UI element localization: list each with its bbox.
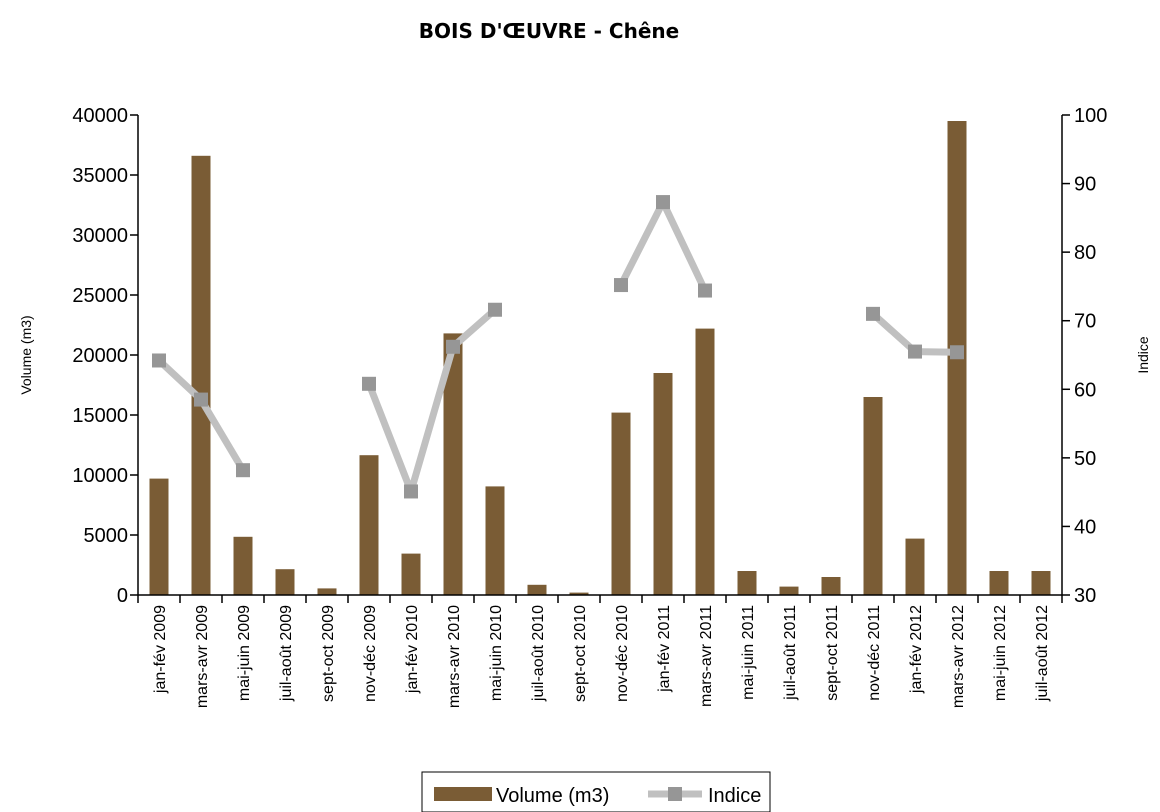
x-tick-label: jan-fév 2010 <box>404 605 421 694</box>
y2-tick-label: 50 <box>1074 448 1096 470</box>
plot-area: 0 5000 10000 15000 20000 25000 30000 35000 40000… <box>72 105 1107 708</box>
y2-tick-label: 40 <box>1074 516 1096 538</box>
y2-tick-label: 30 <box>1074 585 1096 607</box>
y2-tick-label: 100 <box>1074 105 1107 127</box>
marker-indice <box>446 339 460 354</box>
y-tick-label: 15000 <box>72 405 128 427</box>
x-tick-label: juil-août 2009 <box>278 605 295 702</box>
y-tick-label: 30000 <box>72 225 128 247</box>
marker-indice <box>908 344 922 359</box>
x-tick-label: sept-oct 2011 <box>824 605 841 701</box>
x-tick-label: jan-fév 2011 <box>656 605 673 693</box>
x-tick-label: mai-juin 2009 <box>236 605 253 701</box>
marker-indice <box>194 392 208 407</box>
y-tick-label: 35000 <box>72 165 128 187</box>
bar-volume <box>905 538 925 595</box>
bar-volume <box>653 373 673 595</box>
x-tick-label: jan-fév 2012 <box>908 605 925 694</box>
bar-volume <box>527 584 547 595</box>
bar-volume <box>485 486 505 595</box>
marker-indice <box>656 195 670 210</box>
y2-tick-label: 90 <box>1074 174 1096 196</box>
y2-axis-label: Indice <box>1135 336 1151 374</box>
x-tick-label: mars-avr 2009 <box>194 605 211 708</box>
legend: Volume (m3) Indice <box>421 771 771 812</box>
legend-label-indice: Indice <box>708 785 761 807</box>
bar-volume <box>275 569 295 595</box>
marker-indice <box>362 376 376 391</box>
bar-volume <box>989 571 1009 595</box>
x-tick-label: jan-fév 2009 <box>152 605 169 694</box>
x-tick-label: nov-déc 2011 <box>866 605 883 701</box>
x-tick-label: sept-oct 2010 <box>572 605 589 702</box>
x-tick-label: mars-avr 2011 <box>698 605 715 707</box>
x-tick-label: juil-août 2011 <box>782 605 799 701</box>
x-tick-label: mars-avr 2010 <box>446 605 463 708</box>
y-tick-label: 10000 <box>72 465 128 487</box>
y-tick-label: 0 <box>117 585 128 607</box>
y2-tick-label: 70 <box>1074 311 1096 333</box>
bar-volume <box>737 571 757 595</box>
x-tick-label: juil-août 2012 <box>1034 605 1051 702</box>
marker-indice <box>404 484 418 499</box>
x-tick-label: juil-août 2010 <box>530 605 547 702</box>
y-axis-label: Volume (m3) <box>18 315 34 394</box>
marker-indice <box>614 278 628 293</box>
y-tick-label: 40000 <box>72 105 128 127</box>
x-tick-label: mai-juin 2012 <box>992 605 1009 701</box>
x-tick-label: mars-avr 2012 <box>950 605 967 708</box>
y-tick-label: 25000 <box>72 285 128 307</box>
bar-volume <box>695 328 715 595</box>
marker-indice <box>236 463 250 478</box>
bar-volume <box>821 577 841 595</box>
marker-indice <box>488 302 502 317</box>
chart-title: BOIS D'ŒUVRE - Chêne <box>419 19 679 43</box>
x-tick-label: mai-juin 2011 <box>740 605 757 700</box>
marker-indice <box>152 353 166 368</box>
y2-tick-label: 80 <box>1074 242 1096 264</box>
legend-label-volume: Volume (m3) <box>496 785 609 807</box>
legend-swatch-volume <box>434 787 492 801</box>
bar-volume <box>191 155 211 596</box>
marker-indice <box>950 345 964 360</box>
bar-volume <box>779 586 799 595</box>
marker-indice <box>866 306 880 321</box>
bar-volume <box>569 592 589 595</box>
bar-volume <box>1031 571 1051 595</box>
x-tick-label: sept-oct 2009 <box>320 605 337 702</box>
legend-marker-indice <box>668 787 682 801</box>
x-tick-label: mai-juin 2010 <box>488 605 505 701</box>
y-tick-label: 5000 <box>84 525 129 547</box>
line-indice <box>365 307 498 495</box>
marker-indice <box>698 283 712 298</box>
y2-tick-label: 60 <box>1074 379 1096 401</box>
bar-volume <box>443 333 463 595</box>
x-tick-label: nov-déc 2010 <box>614 605 631 702</box>
bar-volume <box>317 588 337 595</box>
bar-volume <box>863 397 883 595</box>
y-tick-label: 20000 <box>72 345 128 367</box>
bar-volume <box>611 412 631 595</box>
bar-volume <box>233 536 253 595</box>
bar-volume <box>359 455 379 595</box>
x-tick-label: nov-déc 2009 <box>362 605 379 702</box>
bar-volume <box>401 553 421 595</box>
line-indice <box>617 198 709 293</box>
bar-volume <box>149 478 169 595</box>
